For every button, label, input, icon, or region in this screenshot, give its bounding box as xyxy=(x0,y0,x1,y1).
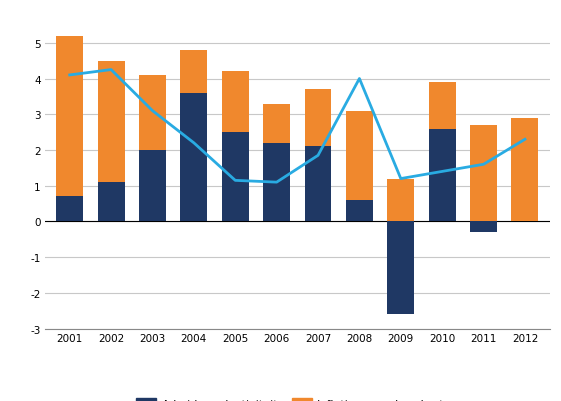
Bar xyxy=(139,151,166,222)
Bar xyxy=(429,129,456,222)
Bar xyxy=(470,222,497,233)
Bar xyxy=(387,179,414,222)
Bar xyxy=(56,197,83,222)
Bar xyxy=(470,126,497,222)
Bar xyxy=(98,183,125,222)
Bar xyxy=(263,144,290,222)
Bar xyxy=(346,111,373,200)
Bar xyxy=(222,72,249,133)
Bar xyxy=(305,147,332,222)
Bar xyxy=(139,76,166,151)
Bar xyxy=(305,90,332,147)
Bar xyxy=(263,104,290,144)
Bar xyxy=(346,200,373,222)
Bar xyxy=(181,51,208,93)
Bar xyxy=(181,93,208,222)
Bar xyxy=(387,222,414,314)
Legend: Arbeidsproductiviteit, Inflatie, Loonkosten: Arbeidsproductiviteit, Inflatie, Loonkos… xyxy=(132,394,463,401)
Bar xyxy=(429,83,456,129)
Bar xyxy=(512,119,539,222)
Bar xyxy=(56,36,83,197)
Bar xyxy=(98,61,125,183)
Bar xyxy=(222,133,249,222)
